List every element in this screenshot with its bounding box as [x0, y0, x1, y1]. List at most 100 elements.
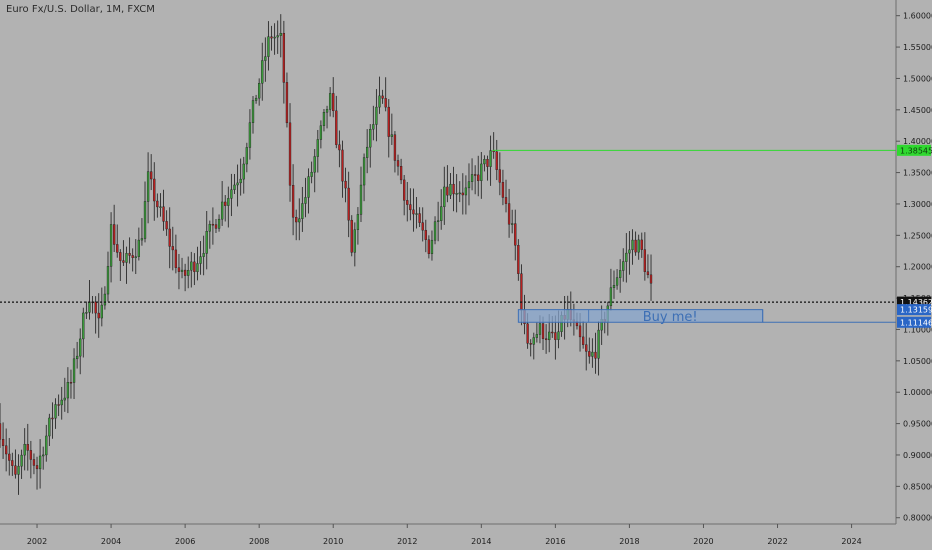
- candle-up: [366, 146, 369, 158]
- candle-up: [187, 270, 190, 276]
- y-tick-label: 1.40000: [903, 137, 932, 146]
- candle-down: [183, 269, 187, 276]
- candle-down: [461, 192, 464, 196]
- candle-down: [544, 338, 548, 341]
- candle-down: [224, 201, 227, 206]
- candle-down: [514, 223, 517, 246]
- candle-up: [443, 186, 446, 207]
- candle-down: [381, 95, 384, 99]
- candle-up: [245, 147, 248, 165]
- candle-down: [517, 245, 520, 274]
- candle-up: [48, 417, 51, 437]
- candle-down: [35, 465, 39, 470]
- candle-down: [11, 460, 14, 466]
- candle-up: [356, 214, 360, 230]
- candle-up: [353, 229, 356, 253]
- candle-down: [585, 344, 588, 352]
- x-tick-label: 2018: [619, 537, 639, 546]
- candle-up: [75, 355, 79, 360]
- current-price-tag: 1.14362: [900, 298, 932, 307]
- candle-down: [643, 249, 647, 272]
- candle-up: [63, 397, 66, 401]
- candle-up: [511, 223, 514, 225]
- candle-up: [301, 203, 304, 219]
- candle-down: [5, 445, 8, 455]
- candle-up: [310, 171, 313, 177]
- candle-up: [88, 301, 91, 313]
- y-tick-label: 1.50000: [903, 74, 932, 83]
- candle-down: [1, 439, 5, 446]
- x-tick-label: 2024: [841, 537, 861, 546]
- y-tick-label: 1.55000: [903, 43, 932, 52]
- candle-up: [137, 239, 140, 257]
- candle-up: [20, 454, 23, 467]
- candle-up: [54, 404, 57, 419]
- candle-up: [449, 183, 452, 196]
- candle-up: [220, 201, 224, 220]
- candle-up: [362, 157, 366, 186]
- zone-label: Buy me!: [643, 310, 698, 325]
- x-tick-label: 2002: [27, 537, 47, 546]
- candle-up: [146, 171, 150, 202]
- candle-up: [205, 231, 208, 254]
- candle-up: [307, 176, 310, 198]
- candle-up: [622, 261, 625, 271]
- candle-down: [153, 178, 156, 202]
- candle-up: [455, 193, 458, 195]
- candle-down: [594, 351, 597, 359]
- candle-down: [347, 187, 350, 221]
- resistance-price-tag: 1.38545: [900, 146, 932, 155]
- candle-down: [338, 144, 341, 151]
- candle-up: [227, 198, 230, 206]
- candle-up: [202, 253, 205, 257]
- candle-down: [418, 213, 421, 223]
- candle-down: [393, 134, 397, 161]
- candle-up: [85, 312, 88, 314]
- chart-title: Euro Fx/U.S. Dollar, 1M, FXCM: [6, 4, 155, 15]
- candle-up: [538, 323, 542, 335]
- candle-down: [171, 246, 174, 251]
- zone-bottom-price-tag: 1.11146: [900, 318, 932, 327]
- candle-up: [625, 252, 628, 262]
- candle-up: [631, 239, 634, 251]
- candle-up: [464, 187, 468, 196]
- candle-up: [23, 444, 26, 456]
- candle-up: [369, 128, 372, 148]
- candle-down: [495, 151, 498, 170]
- candle-up: [159, 206, 162, 208]
- candle-down: [504, 197, 508, 204]
- candle-up: [143, 201, 147, 239]
- candle-down: [288, 122, 292, 186]
- y-tick-label: 1.45000: [903, 106, 932, 115]
- candle-down: [551, 331, 554, 334]
- candle-up: [619, 270, 622, 278]
- candle-up: [316, 139, 319, 157]
- candle-down: [291, 185, 295, 218]
- candle-down: [384, 98, 387, 108]
- y-tick-label: 0.80000: [903, 514, 932, 523]
- current-price-tag-bg: [897, 296, 931, 308]
- candle-down: [211, 223, 215, 226]
- candle-down: [214, 224, 218, 229]
- candle-up: [45, 435, 48, 456]
- candle-up: [591, 351, 594, 357]
- resistance-price-tag-bg: [897, 144, 931, 156]
- candle-down: [57, 404, 60, 406]
- candle-up: [375, 106, 378, 125]
- candle-up: [298, 218, 301, 223]
- y-tick-label: 1.30000: [903, 200, 932, 209]
- y-tick-label: 1.35000: [903, 169, 932, 178]
- candle-up: [557, 331, 560, 340]
- candle-up: [109, 224, 113, 267]
- candle-up: [236, 182, 239, 186]
- candle-up: [242, 163, 245, 180]
- x-tick-label: 2008: [249, 537, 269, 546]
- y-tick-label: 1.20000: [903, 263, 932, 272]
- candle-down: [165, 221, 168, 230]
- candle-down: [498, 169, 501, 183]
- candle-down: [119, 252, 122, 261]
